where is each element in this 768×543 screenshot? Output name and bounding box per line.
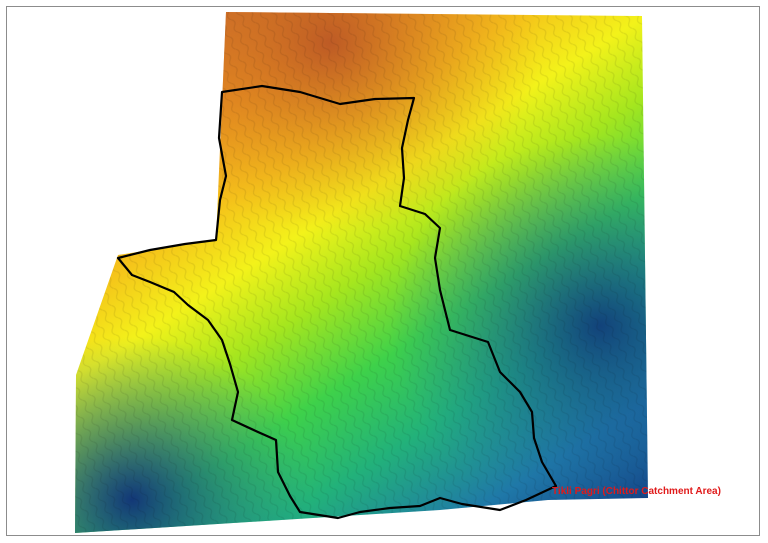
elevation-raster — [75, 12, 648, 533]
catchment-label: Tikli Pagri (Chittor Catchment Area) — [552, 486, 721, 497]
catchment-boundary — [116, 84, 558, 520]
